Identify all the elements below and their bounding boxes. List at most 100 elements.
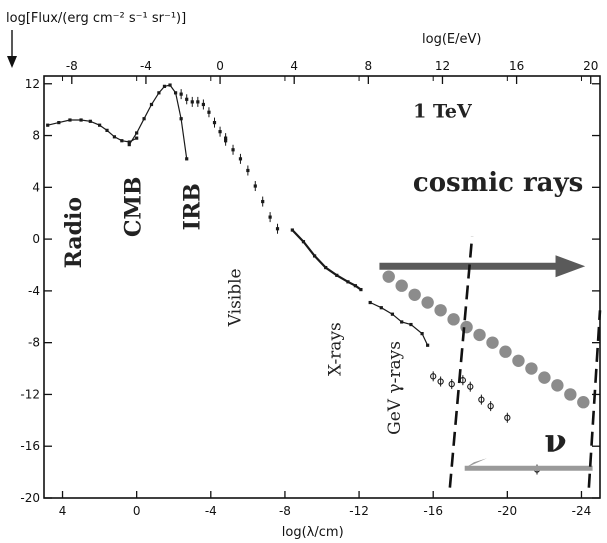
annotations-group: cosmic rays ν 1 TeV xyxy=(379,101,602,488)
x-tick-label: -8 xyxy=(279,504,291,518)
radio-point xyxy=(46,123,50,127)
y-tick-label: -16 xyxy=(20,439,40,453)
gamma-point xyxy=(368,300,372,305)
cosmic-ray-point xyxy=(395,279,408,292)
dashed-boundary-line xyxy=(448,236,474,488)
cmb-point xyxy=(162,84,167,88)
cmb-point xyxy=(149,102,154,107)
cosmic-rays-label: cosmic rays xyxy=(413,168,583,198)
x-axis-title: log(λ/cm) xyxy=(282,525,344,540)
cosmic-ray-point xyxy=(460,320,473,334)
cosmic-ray-point xyxy=(408,288,421,301)
gamma-curve xyxy=(369,301,429,346)
cmb-point xyxy=(168,83,172,87)
gamma-point xyxy=(409,322,413,327)
energy-marker-label: 1 TeV xyxy=(413,101,473,123)
y-tick-label: -4 xyxy=(28,284,40,298)
cosmic-ray-point xyxy=(564,388,577,401)
x2-tick-label: 8 xyxy=(365,59,373,73)
radio-point xyxy=(57,121,61,125)
cmb-point xyxy=(157,91,161,95)
xray-point xyxy=(312,254,317,258)
radio-point xyxy=(120,139,124,143)
axes-group xyxy=(43,75,601,499)
labels-group: log[Flux/(erg cm⁻² s⁻¹ sr⁻¹)] log(E/eV) lo… xyxy=(6,11,481,540)
x2-tick-label: -8 xyxy=(66,59,78,73)
neutrino-arrow-tail xyxy=(464,458,487,469)
x-tick-label: -12 xyxy=(349,504,369,518)
cmb-point xyxy=(179,117,183,121)
x-tick-label: -24 xyxy=(572,504,592,518)
radio-curve xyxy=(47,119,137,143)
xray-point xyxy=(324,265,328,270)
radio-point xyxy=(105,128,109,132)
xray-point xyxy=(301,240,306,244)
band-label: Radio xyxy=(61,197,87,268)
cosmic-ray-point xyxy=(538,371,551,384)
plot-frame xyxy=(43,75,601,499)
band-label: Visible xyxy=(225,268,245,327)
cosmic-ray-point xyxy=(512,354,525,367)
y-tick-label: -20 xyxy=(20,491,40,505)
xray-point xyxy=(359,287,363,292)
cmb-point xyxy=(135,131,139,135)
cosmic-ray-point xyxy=(551,379,564,392)
neutrino-label: ν xyxy=(544,421,566,459)
radio-point xyxy=(88,119,92,123)
x-tick-label: -20 xyxy=(498,504,518,518)
gamma-point xyxy=(390,312,395,316)
y-tick-label: -8 xyxy=(28,336,40,350)
dashed-boundary-line-right xyxy=(587,310,602,488)
cosmic-ray-point xyxy=(486,336,499,349)
gamma-point xyxy=(426,343,430,347)
cosmic-ray-point xyxy=(577,396,590,409)
y-tick-label: 0 xyxy=(32,232,40,246)
cosmic-ray-point xyxy=(525,362,538,375)
x2-tick-label: 4 xyxy=(290,59,298,73)
cosmic-ray-point xyxy=(447,313,460,326)
radio-point xyxy=(112,135,117,139)
gamma-point xyxy=(379,306,383,310)
cosmic-ray-point xyxy=(434,304,447,317)
radio-point xyxy=(68,118,72,122)
y-tick-label: 4 xyxy=(32,180,40,194)
cosmic-ray-point xyxy=(473,328,486,342)
x2-axis-title: log(E/eV) xyxy=(422,32,481,47)
band-label: CMB xyxy=(120,177,146,237)
xray-curve xyxy=(291,229,362,291)
radio-point xyxy=(135,136,139,140)
x-tick-label: 0 xyxy=(133,504,141,518)
y-title-arrowhead xyxy=(7,56,17,68)
cmb-curve xyxy=(128,84,188,159)
cosmic-ray-point xyxy=(382,270,395,283)
radio-point xyxy=(127,140,131,144)
cosmic-rays-arrowhead xyxy=(555,255,586,278)
x2-tick-label: 16 xyxy=(509,59,524,73)
gamma-point xyxy=(420,332,424,336)
x-tick-label: -16 xyxy=(423,504,443,518)
x-tick-label: -4 xyxy=(205,504,217,518)
y-tick-label: -12 xyxy=(20,387,40,401)
band-label: GeV γ-rays xyxy=(385,341,405,435)
series-group xyxy=(46,83,590,475)
x-tick-label: 4 xyxy=(59,504,67,518)
cmb-point xyxy=(185,157,189,161)
xray-point xyxy=(346,280,350,284)
cmb-point xyxy=(142,117,146,121)
xray-point xyxy=(290,228,294,232)
cosmic-ray-point xyxy=(421,296,434,309)
xray-point xyxy=(353,284,357,288)
x2-tick-label: -4 xyxy=(140,59,152,73)
band-label: X-rays xyxy=(326,322,346,376)
y-axis-title: log[Flux/(erg cm⁻² s⁻¹ sr⁻¹)] xyxy=(6,11,186,26)
radio-point xyxy=(98,123,102,127)
cosmic-ray-point xyxy=(499,345,512,358)
y-tick-label: 12 xyxy=(25,77,40,91)
x2-tick-label: 20 xyxy=(583,59,598,73)
ticks-group: 4 0 -4 -8 -12 -16 -20 -24 -8 -4 0 4 8 12 16 20 12 8 4 0 -4 -8… xyxy=(20,59,600,518)
x2-tick-label: 12 xyxy=(435,59,450,73)
y-tick-label: 8 xyxy=(32,129,40,143)
gamma-point xyxy=(400,320,404,324)
xray-point xyxy=(335,273,339,277)
